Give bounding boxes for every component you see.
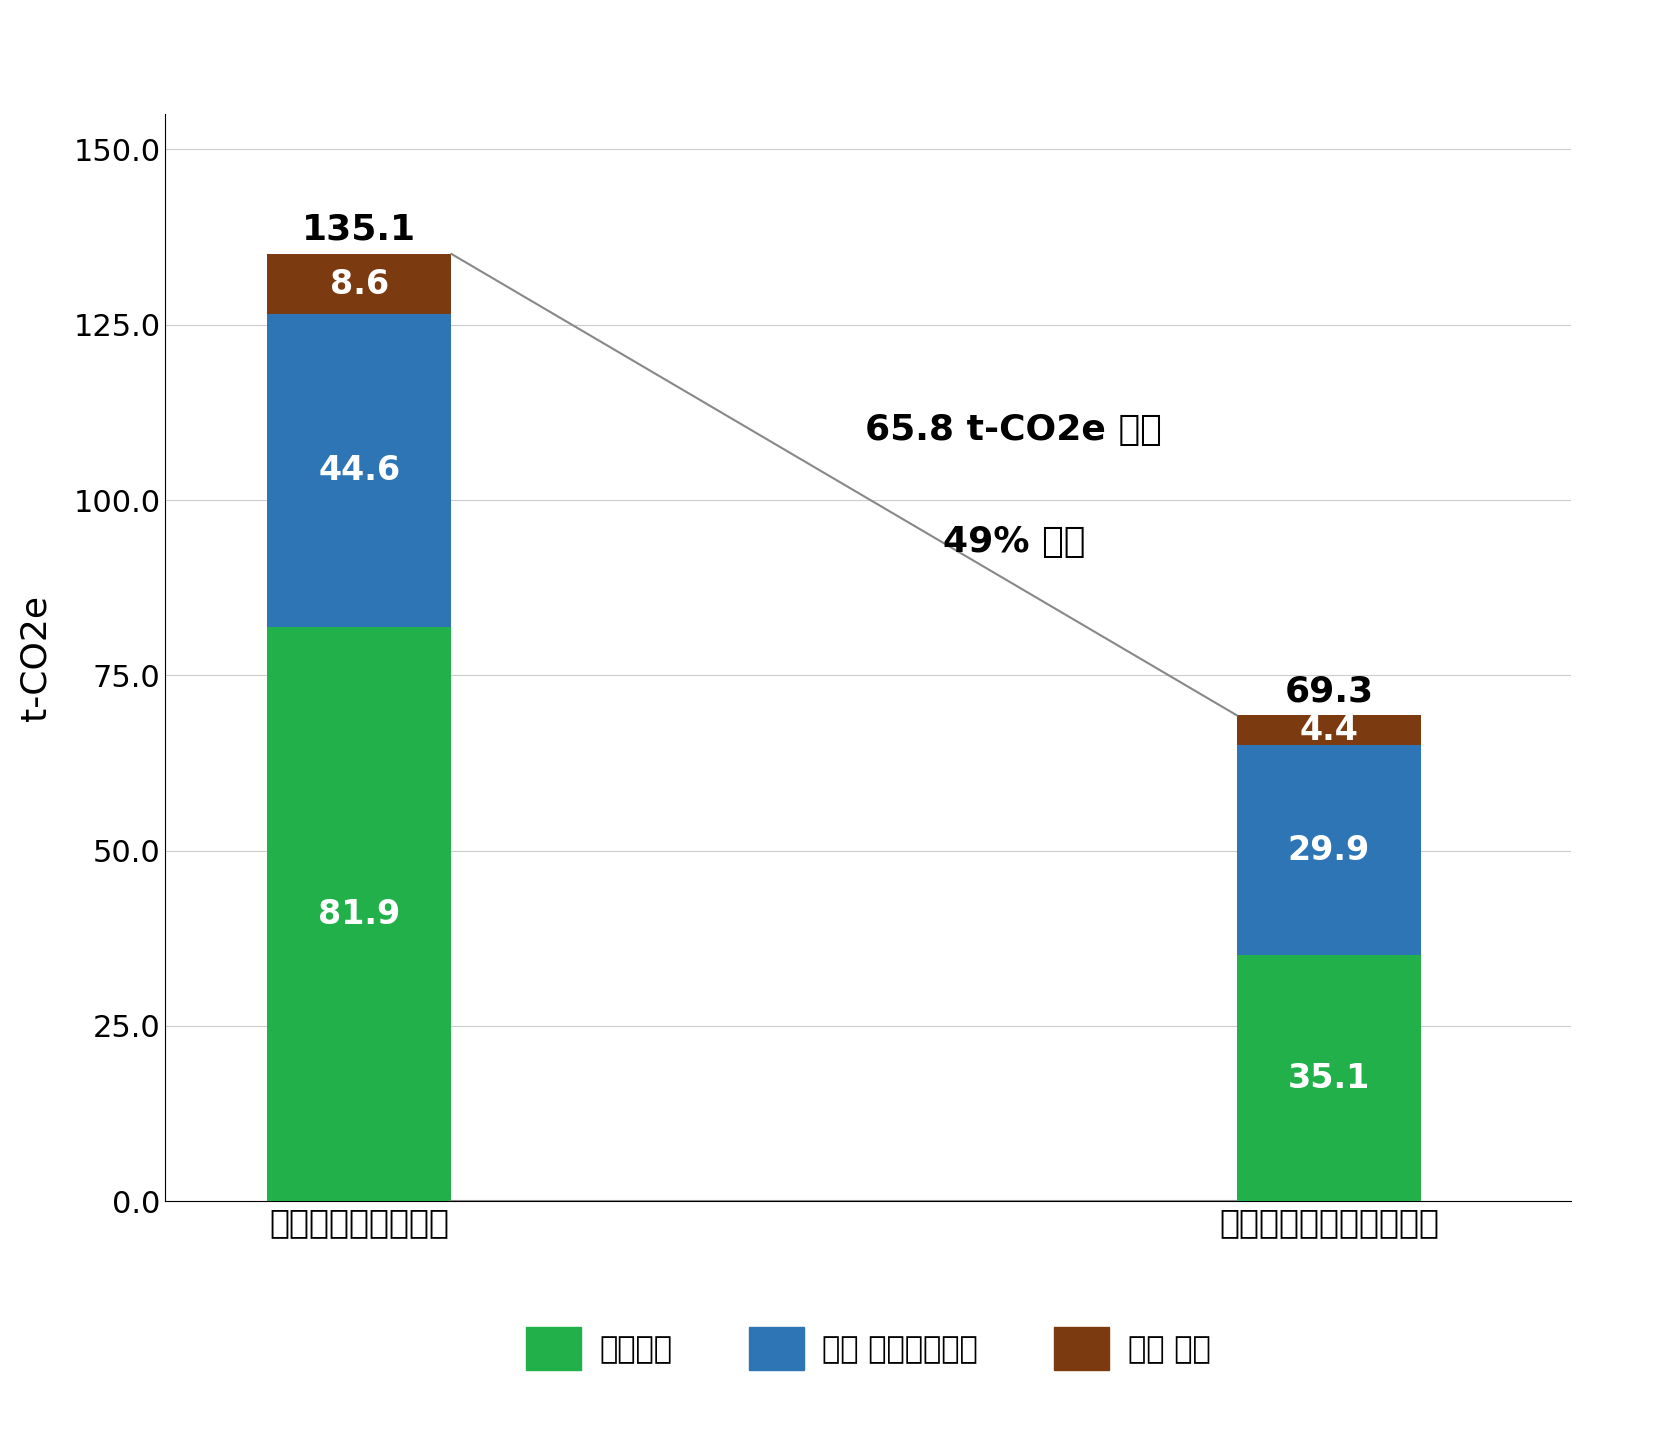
Bar [268,626,452,1201]
Legend: 本体鉄骨, 基礎 コンクリート, 基礎 鉄筋: 本体鉄骨, 基礎 コンクリート, 基礎 鉄筋 [514,1314,1222,1381]
Y-axis label: t-CO2e: t-CO2e [18,595,53,721]
Bar [268,255,452,315]
Text: 44.6: 44.6 [318,455,400,488]
Text: 4.4: 4.4 [1300,714,1358,746]
Text: 135.1: 135.1 [303,213,417,247]
Text: 29.9: 29.9 [1288,834,1370,867]
Bar [1237,955,1421,1201]
Bar [268,315,452,626]
Text: 49% 削減: 49% 削減 [943,525,1085,559]
Text: 65.8 t-CO2e 削減: 65.8 t-CO2e 削減 [865,413,1163,448]
Bar [1237,715,1421,745]
Text: 35.1: 35.1 [1288,1061,1370,1094]
Bar [1237,745,1421,955]
Text: 8.6: 8.6 [329,267,389,300]
Text: 81.9: 81.9 [318,898,400,931]
Text: 69.3: 69.3 [1285,675,1373,708]
